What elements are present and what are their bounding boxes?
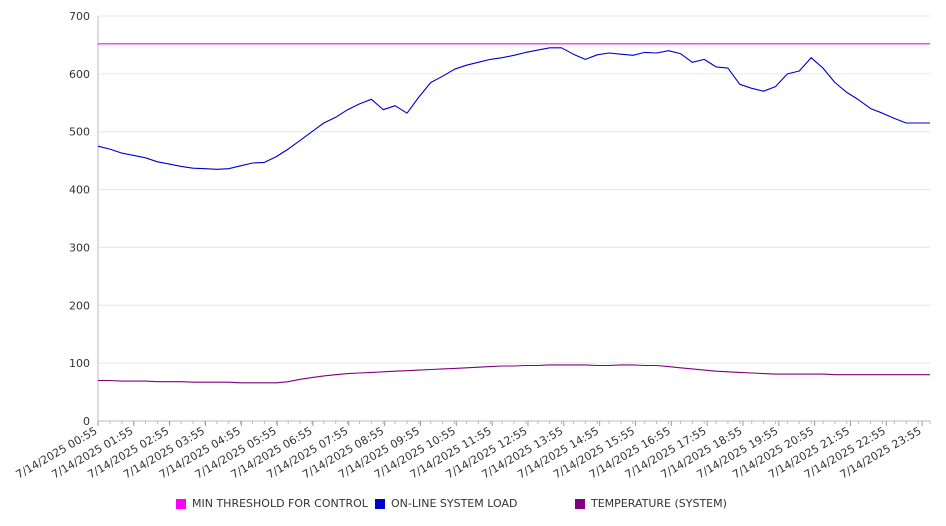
- series-lines: [97, 43, 930, 384]
- gridlines: [98, 15, 930, 364]
- series-line-1: [97, 47, 930, 170]
- y-tick-labels: 0 100 200 300 400 500 600 700: [69, 10, 90, 428]
- x-tick-labels: 7/14/2025 00:557/14/2025 01:557/14/2025 …: [14, 424, 924, 481]
- legend-item-temperature: TEMPERATURE (SYSTEM): [575, 497, 727, 510]
- axes: [97, 16, 931, 426]
- legend-swatch: [575, 498, 585, 509]
- legend-label: TEMPERATURE (SYSTEM): [591, 497, 727, 510]
- y-tick-label: 700: [69, 10, 90, 23]
- y-tick-label: 200: [69, 299, 90, 312]
- legend-swatch: [375, 498, 385, 509]
- legend-label: ON-LINE SYSTEM LOAD: [391, 497, 518, 510]
- legend-label: MIN THRESHOLD FOR CONTROL: [192, 497, 368, 510]
- y-tick-label: 0: [83, 415, 90, 428]
- legend-item-threshold: MIN THRESHOLD FOR CONTROL: [176, 497, 368, 510]
- legend-item-load: ON-LINE SYSTEM LOAD: [375, 497, 517, 510]
- y-tick-label: 400: [69, 184, 90, 197]
- legend: MIN THRESHOLD FOR CONTROL ON-LINE SYSTEM…: [0, 497, 946, 515]
- y-tick-label: 100: [69, 357, 90, 370]
- y-tick-label: 600: [69, 68, 90, 81]
- legend-swatch: [176, 498, 186, 509]
- series-line-2: [98, 364, 930, 384]
- y-tick-label: 300: [69, 241, 90, 254]
- y-tick-label: 500: [69, 126, 90, 139]
